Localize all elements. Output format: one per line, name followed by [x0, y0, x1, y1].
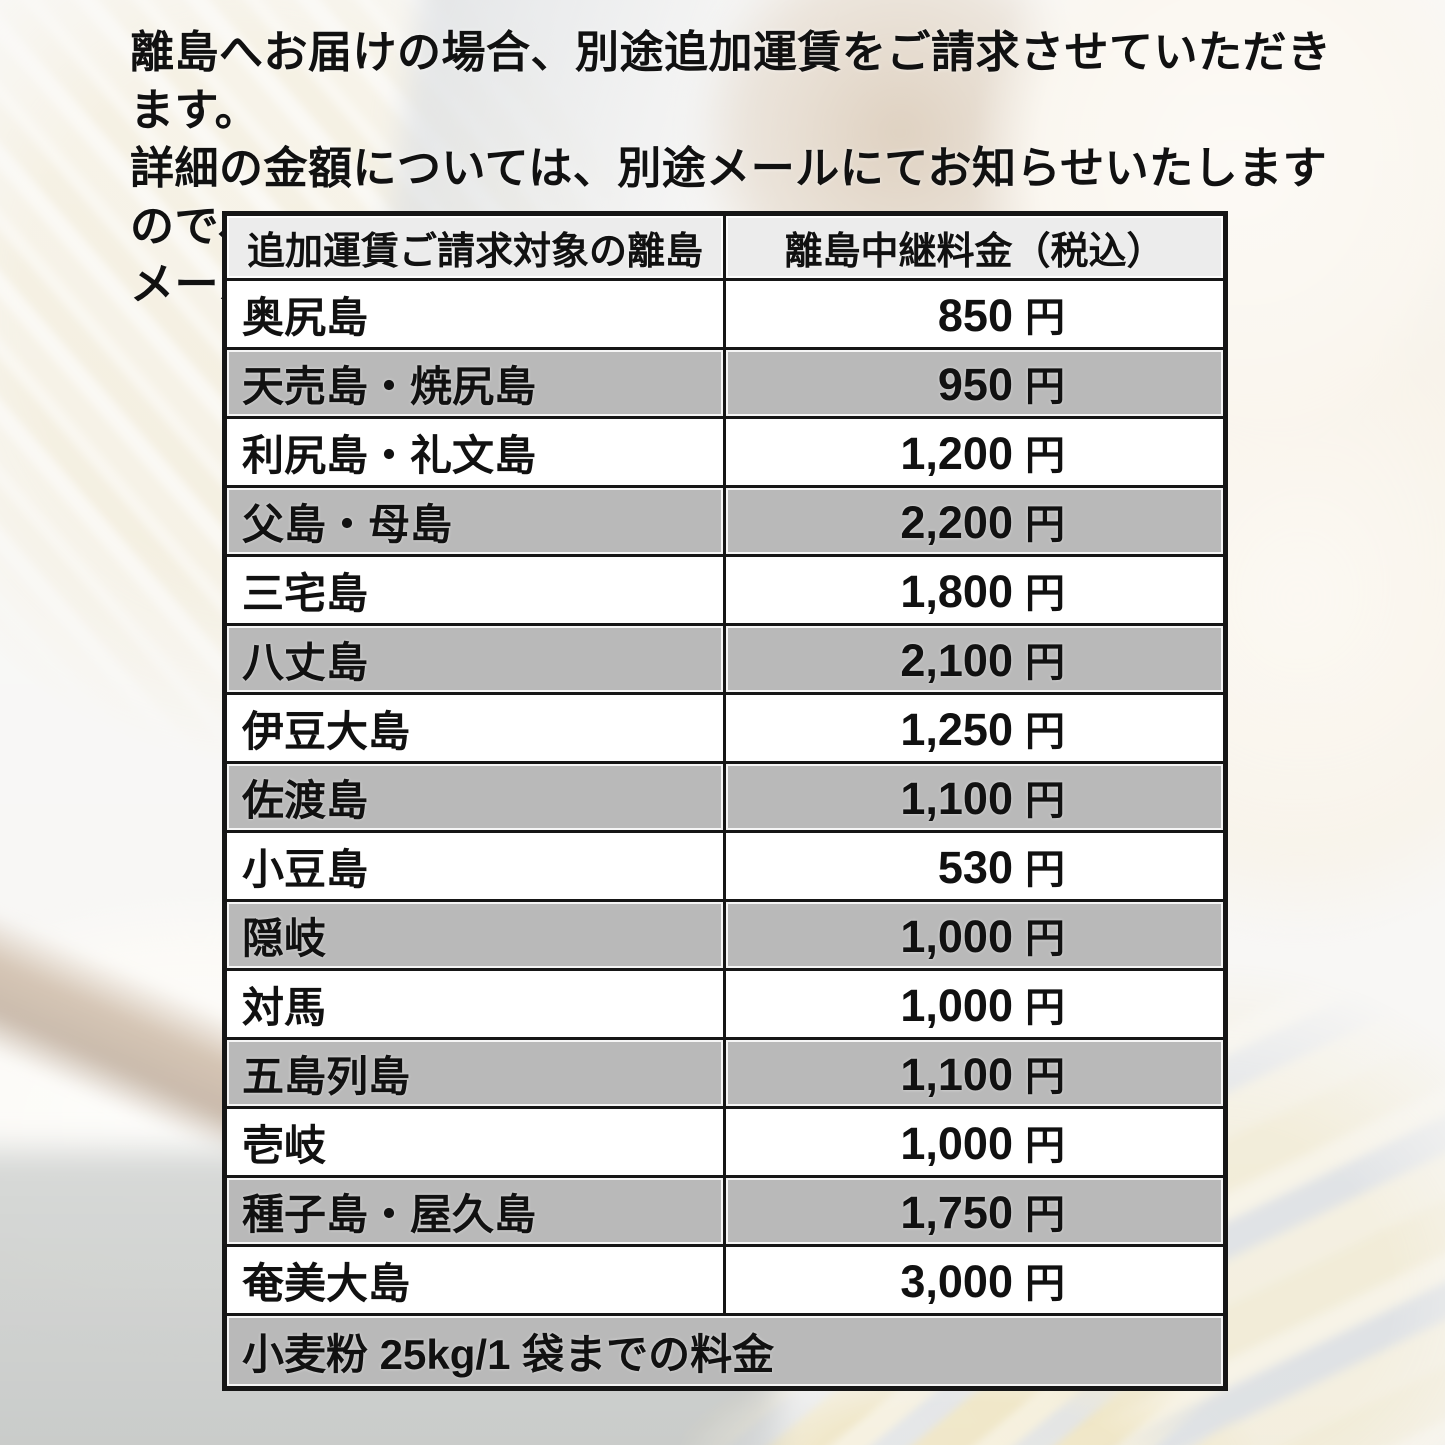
fee-cell: 2,200 円: [723, 485, 1227, 557]
fee-unit: 円: [1025, 779, 1065, 823]
fee-amount: 950: [937, 359, 1013, 410]
table-row: 天売島・焼尻島 950 円: [223, 347, 1227, 419]
island-name: 父島・母島: [223, 485, 726, 557]
fee-unit: 円: [1025, 1124, 1065, 1168]
fee-amount: 1,000: [900, 1118, 1013, 1169]
fee-unit: 円: [1025, 572, 1065, 616]
table-row: 壱岐 1,000 円: [223, 1106, 1227, 1178]
fee-amount: 1,100: [900, 1049, 1013, 1100]
fee-cell: 530 円: [723, 830, 1227, 902]
fee-cell: 1,000 円: [723, 1106, 1227, 1178]
column-header-island: 追加運賃ご請求対象の離島: [223, 212, 726, 281]
table-row: 伊豆大島 1,250 円: [223, 692, 1227, 764]
table-row: 奥尻島 850 円: [223, 278, 1227, 350]
island-name: 天売島・焼尻島: [223, 347, 726, 419]
table-row: 佐渡島 1,100 円: [223, 761, 1227, 833]
island-name: 八丈島: [223, 623, 726, 695]
fee-unit: 円: [1025, 641, 1065, 685]
island-name: 対馬: [223, 968, 726, 1040]
weight-limit-note: 小麦粉 25kg/1 袋までの料金: [223, 1313, 1227, 1390]
island-name: 利尻島・礼文島: [223, 416, 726, 488]
fee-unit: 円: [1025, 503, 1065, 547]
table-row: 種子島・屋久島 1,750 円: [223, 1175, 1227, 1247]
column-header-fee: 離島中継料金（税込）: [723, 212, 1227, 281]
fee-cell: 1,100 円: [723, 761, 1227, 833]
fee-amount: 1,250: [900, 704, 1013, 755]
fee-amount: 3,000: [900, 1256, 1013, 1307]
fee-unit: 円: [1025, 1262, 1065, 1306]
island-name: 奄美大島: [223, 1244, 726, 1316]
fee-amount: 1,800: [900, 566, 1013, 617]
fee-cell: 1,200 円: [723, 416, 1227, 488]
table-row: 五島列島 1,100 円: [223, 1037, 1227, 1109]
fee-cell: 2,100 円: [723, 623, 1227, 695]
fee-cell: 3,000 円: [723, 1244, 1227, 1316]
fee-amount: 1,200: [900, 428, 1013, 479]
island-name: 小豆島: [223, 830, 726, 902]
table-row: 隠岐 1,000 円: [223, 899, 1227, 971]
fee-cell: 1,000 円: [723, 899, 1227, 971]
table-row: 小豆島 530 円: [223, 830, 1227, 902]
fee-cell: 1,250 円: [723, 692, 1227, 764]
island-fee-table: 追加運賃ご請求対象の離島 離島中継料金（税込） 奥尻島 850 円 天売島・焼尻島…: [222, 211, 1228, 1391]
intro-line: 離島へお届けの場合、別途追加運賃をご請求させていただきます。: [130, 28, 1332, 135]
island-name: 伊豆大島: [223, 692, 726, 764]
island-name: 三宅島: [223, 554, 726, 626]
fee-amount: 1,750: [900, 1187, 1013, 1238]
fee-unit: 円: [1025, 917, 1065, 961]
intro-line: 詳細の金額については、別途メールにてお知らせいたしますので、: [130, 144, 1328, 251]
fee-unit: 円: [1025, 1055, 1065, 1099]
fee-cell: 850 円: [723, 278, 1227, 350]
fee-unit: 円: [1025, 986, 1065, 1030]
table-row: 三宅島 1,800 円: [223, 554, 1227, 626]
fee-unit: 円: [1025, 296, 1065, 340]
island-name: 五島列島: [223, 1037, 726, 1109]
island-name: 隠岐: [223, 899, 726, 971]
table-row: 奄美大島 3,000 円: [223, 1244, 1227, 1316]
fee-amount: 2,200: [900, 497, 1013, 548]
fee-amount: 530: [937, 842, 1013, 893]
table-row: 利尻島・礼文島 1,200 円: [223, 416, 1227, 488]
table-row: 父島・母島 2,200 円: [223, 485, 1227, 557]
table-row: 対馬 1,000 円: [223, 968, 1227, 1040]
fee-cell: 950 円: [723, 347, 1227, 419]
fee-amount: 2,100: [900, 635, 1013, 686]
fee-cell: 1,000 円: [723, 968, 1227, 1040]
fee-unit: 円: [1025, 434, 1065, 478]
fee-amount: 850: [937, 290, 1013, 341]
island-name: 佐渡島: [223, 761, 726, 833]
fee-amount: 1,000: [900, 911, 1013, 962]
table-header-row: 追加運賃ご請求対象の離島 離島中継料金（税込）: [223, 212, 1227, 281]
fee-unit: 円: [1025, 710, 1065, 754]
table-footer-row: 小麦粉 25kg/1 袋までの料金: [223, 1313, 1227, 1390]
fee-unit: 円: [1025, 1193, 1065, 1237]
fee-cell: 1,100 円: [723, 1037, 1227, 1109]
fee-amount: 1,000: [900, 980, 1013, 1031]
fee-unit: 円: [1025, 365, 1065, 409]
fee-cell: 1,750 円: [723, 1175, 1227, 1247]
island-name: 壱岐: [223, 1106, 726, 1178]
fee-cell: 1,800 円: [723, 554, 1227, 626]
fee-amount: 1,100: [900, 773, 1013, 824]
island-name: 種子島・屋久島: [223, 1175, 726, 1247]
fee-unit: 円: [1025, 848, 1065, 892]
island-name: 奥尻島: [223, 278, 726, 350]
table-row: 八丈島 2,100 円: [223, 623, 1227, 695]
